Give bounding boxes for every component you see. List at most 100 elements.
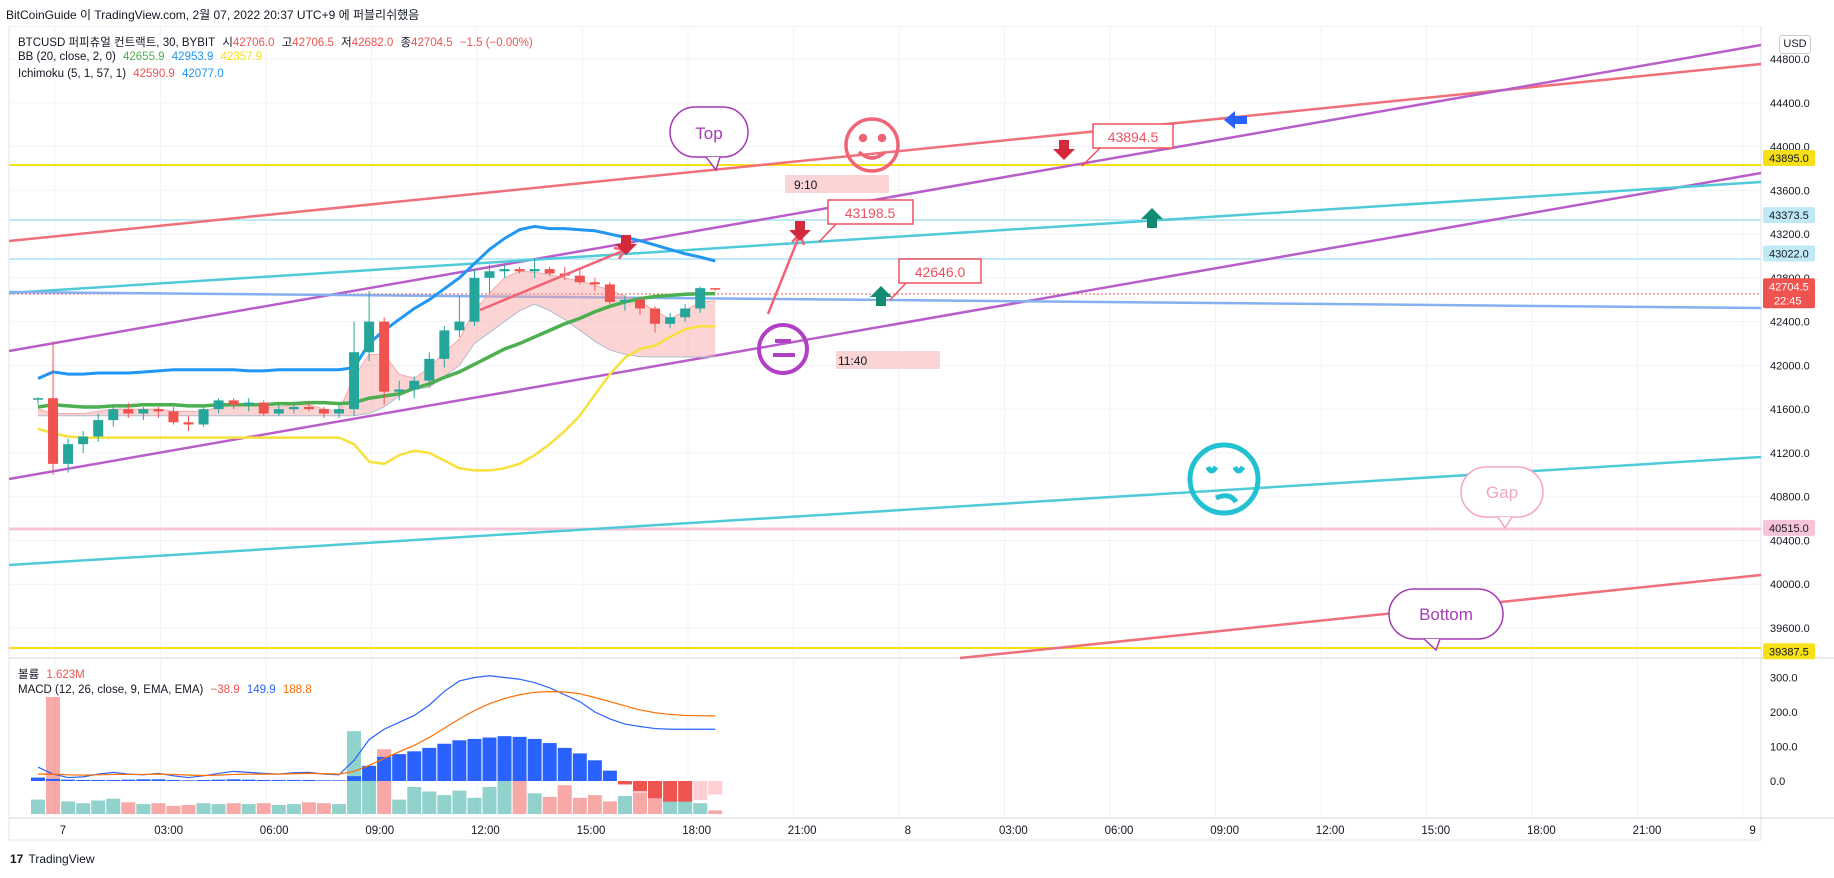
macd-hist-bar	[708, 781, 723, 795]
candle-body	[33, 398, 43, 400]
macd-hist-bar	[347, 776, 362, 781]
macd-axis[interactable]: 300.0 200.0 100.0 0.0	[1770, 673, 1798, 789]
tradingview-logo-icon: 17	[10, 852, 24, 866]
price-tick-label: 43600.0	[1770, 185, 1810, 197]
price-label-3-text: 42646.0	[915, 264, 966, 280]
macd-hist-bar	[241, 779, 256, 781]
time-tick-label: 09:00	[1210, 825, 1239, 837]
price-tag	[1763, 245, 1815, 262]
ichimoku-cloud-fill	[38, 271, 716, 416]
macd-series	[31, 675, 723, 802]
time-tick-label: 09:00	[365, 825, 394, 837]
macd-signal-line	[38, 691, 716, 777]
candle-body	[303, 406, 314, 410]
candle-body	[650, 308, 661, 324]
candle-body	[619, 299, 630, 302]
chart-canvas[interactable]: 44800.044400.044000.043600.043200.042800…	[0, 26, 1834, 866]
candle-body	[529, 269, 540, 272]
candle-body	[589, 282, 600, 285]
time-tick-label: 8	[905, 825, 911, 837]
candle-body	[439, 330, 450, 359]
price-label-2-text: 43198.5	[845, 205, 896, 221]
legend-high: 42706.5	[292, 37, 334, 49]
volume-bar	[166, 805, 181, 814]
volume-bar	[633, 792, 647, 814]
candle-body	[349, 352, 360, 410]
candle-body	[544, 269, 555, 274]
macd-hist-bar	[332, 780, 346, 781]
candle-body	[514, 269, 525, 272]
candle-body	[484, 271, 495, 278]
time-tick-label: 15:00	[1421, 825, 1450, 837]
trend-cyan-upper	[8, 180, 1762, 295]
volume-bar	[452, 790, 467, 814]
macd-tick-label: 300.0	[1770, 673, 1798, 685]
legend-change: −1.5 (−0.00%)	[459, 37, 533, 49]
price-tag	[1763, 278, 1815, 309]
macd-hist-bar	[61, 779, 76, 781]
price-axis[interactable]: 44800.044400.044000.043600.043200.042800…	[1770, 54, 1810, 635]
candle-body	[153, 409, 164, 412]
candle-body	[273, 409, 284, 414]
volume-bar	[482, 787, 497, 814]
macd-tick-label: 0.0	[1770, 776, 1785, 788]
legend-close-label: 종	[400, 37, 412, 49]
macd-hist-bar	[663, 781, 678, 802]
legend-volume-row[interactable]: 볼륨 1.623M	[18, 666, 89, 682]
candle-body	[710, 288, 721, 290]
macd-hist-bar	[467, 738, 482, 781]
bollinger-bands	[37, 224, 716, 472]
macd-hist-bar	[693, 781, 708, 800]
legend-symbol-row[interactable]: BTCUSD 퍼피츄얼 컨트랙트, 30, BYBIT 시42706.0 고42…	[18, 34, 537, 50]
macd-hist-bar	[31, 777, 45, 781]
volume-bar	[241, 804, 256, 814]
legend-bb-row[interactable]: BB (20, close, 2, 0) 42655.9 42953.9 423…	[18, 51, 266, 63]
volume-bar	[271, 805, 286, 814]
volume-bar	[286, 804, 301, 814]
macd-hist-bar	[256, 779, 271, 781]
time-tick-label: 03:00	[999, 825, 1028, 837]
candle-body	[243, 402, 254, 405]
macd-hist-bar	[46, 778, 61, 781]
macd-hist-bar	[271, 779, 286, 781]
candle-body	[198, 409, 209, 425]
volume-bar	[392, 799, 407, 814]
price-tag	[1763, 207, 1815, 224]
time-tick-label: 06:00	[1105, 825, 1134, 837]
footer-brand[interactable]: 17 TradingView	[10, 852, 95, 866]
time-tick-label: 03:00	[154, 825, 183, 837]
candle-body	[228, 400, 239, 405]
up-arrow-icon	[870, 208, 1163, 306]
candle-body	[108, 409, 119, 421]
trend-red-bottom	[959, 573, 1762, 660]
legend-ichimoku-row[interactable]: Ichimoku (5, 1, 57, 1) 42590.9 42077.0	[18, 68, 228, 80]
callout-bottom: Bottom	[1388, 588, 1504, 652]
drawings[interactable]: Top Bottom Gap 43894.5 43198.5 426	[479, 106, 1544, 652]
legend-low-label: 저	[341, 37, 352, 49]
candle-body	[334, 409, 344, 414]
time-box-2-text: 11:40	[838, 354, 867, 368]
callout-gap: Gap	[1460, 466, 1544, 530]
macd-hist-bar	[196, 779, 211, 781]
candlestick-series[interactable]	[33, 258, 721, 475]
candle-body	[213, 400, 224, 410]
candle-body	[364, 321, 375, 353]
time-tick-label: 12:00	[1316, 825, 1345, 837]
bb-basis-line	[37, 291, 716, 409]
time-axis[interactable]: 7 03:00 06:00 09:00 12:00 15:00 18:00 21:00 8 03:…	[60, 825, 1756, 837]
currency-button[interactable]: USD	[1779, 35, 1811, 54]
price-tick-label: 44800.0	[1770, 54, 1810, 66]
candle-body	[454, 321, 465, 331]
legend-open: 42706.0	[232, 37, 275, 49]
legend-macd-row[interactable]: MACD (12, 26, close, 9, EMA, EMA) −38.9 …	[18, 684, 316, 696]
candle-body	[394, 389, 405, 392]
volume-bar	[91, 800, 106, 814]
grid-lines	[9, 26, 1761, 818]
forecast-arrows	[479, 231, 806, 315]
legend-macd-label: MACD (12, 26, close, 9, EMA, EMA)	[18, 684, 204, 696]
trend-purple-lower	[8, 171, 1762, 481]
price-tag	[1763, 643, 1815, 660]
volume-bar	[602, 801, 617, 814]
candle-body	[318, 409, 329, 414]
macd-hist-bar	[301, 779, 316, 781]
